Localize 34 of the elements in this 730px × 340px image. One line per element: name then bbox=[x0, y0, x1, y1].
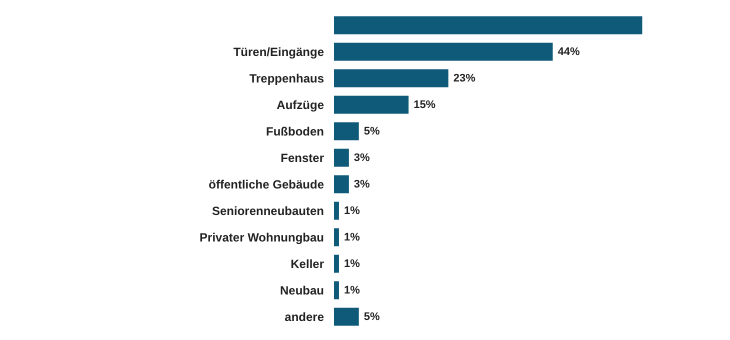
data-label: 23% bbox=[453, 72, 476, 84]
y-tick-label: andere bbox=[284, 310, 324, 324]
y-tick-label: Aufzüge bbox=[276, 98, 324, 112]
bar bbox=[334, 254, 339, 273]
bar bbox=[334, 148, 349, 167]
data-label: 3% bbox=[354, 152, 370, 164]
bar bbox=[334, 122, 359, 140]
bar bbox=[334, 308, 359, 326]
bar bbox=[334, 69, 448, 88]
y-tick-label: Seniorenneubauten bbox=[212, 204, 324, 218]
data-label: 1% bbox=[344, 204, 360, 217]
bar bbox=[334, 202, 339, 220]
data-label: 15% bbox=[414, 98, 436, 111]
data-label: 1% bbox=[344, 231, 360, 244]
data-label: 3% bbox=[354, 178, 370, 190]
bar bbox=[334, 175, 349, 194]
data-label: 5% bbox=[364, 125, 380, 138]
y-tick-label: Türen/Eingänge bbox=[233, 44, 324, 59]
bar bbox=[334, 281, 339, 300]
bar bbox=[334, 228, 339, 246]
data-label: 5% bbox=[364, 310, 380, 323]
data-label: 1% bbox=[344, 284, 360, 296]
y-tick-label: Privater Wohnungbau bbox=[200, 230, 324, 244]
bar bbox=[334, 16, 642, 34]
y-tick-label: Fußboden bbox=[266, 124, 324, 138]
y-tick-label: öffentliche Gebäude bbox=[208, 177, 324, 192]
data-label: 1% bbox=[344, 258, 360, 270]
y-tick-label: Fenster bbox=[280, 150, 324, 165]
bar bbox=[334, 42, 553, 61]
bar bbox=[334, 96, 409, 114]
y-tick-label: Treppenhaus bbox=[249, 71, 324, 86]
y-tick-label: Neubau bbox=[280, 283, 324, 298]
data-label: 44% bbox=[558, 46, 580, 58]
y-tick-label: Keller bbox=[290, 256, 324, 271]
